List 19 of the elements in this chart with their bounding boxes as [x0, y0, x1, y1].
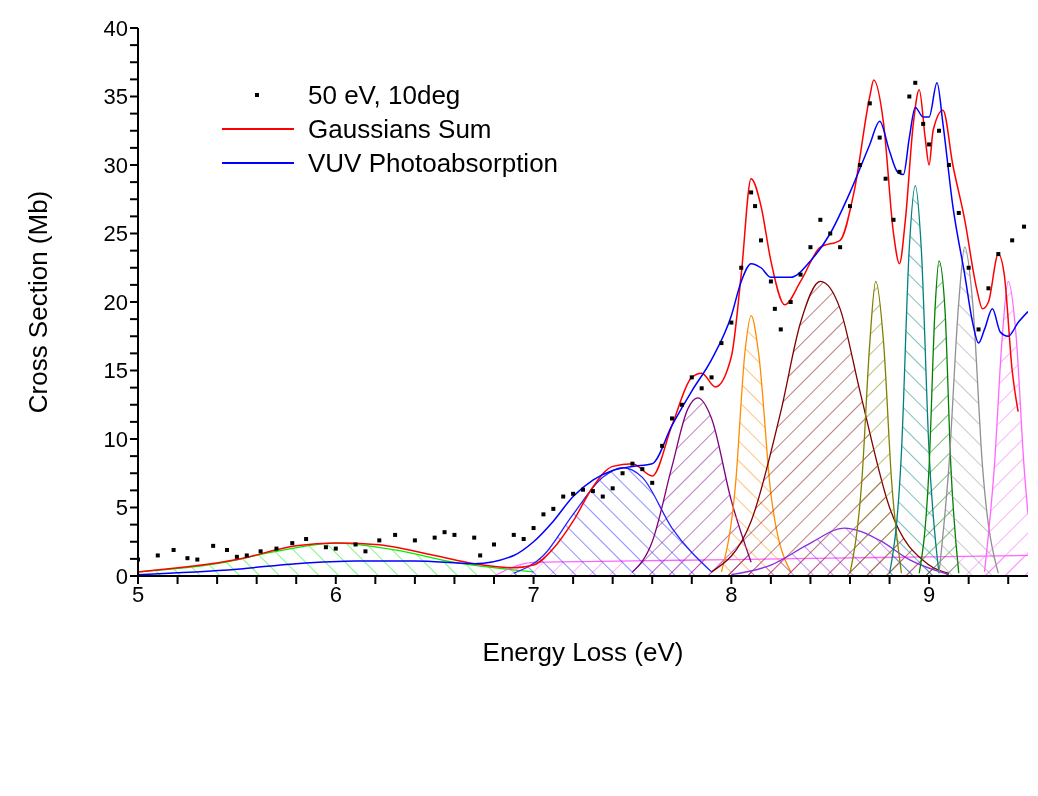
y-tick-label: 20: [103, 289, 128, 315]
x-tick-label: 6: [329, 581, 342, 607]
legend-label: VUV Photoabsorption: [308, 147, 559, 180]
y-axis-title: Cross Section (Mb): [23, 190, 54, 414]
y-tick-label: 0: [115, 563, 128, 589]
legend-label: 50 eV, 10deg: [308, 79, 461, 112]
y-tick-label: 40: [103, 15, 128, 41]
x-tick-label: 7: [527, 581, 540, 607]
y-tick-label: 25: [103, 221, 128, 247]
x-axis-title: Energy Loss (eV): [482, 637, 684, 667]
y-tick-label: 30: [103, 152, 128, 178]
y-tick-label: 35: [103, 84, 128, 110]
y-tick-label: 10: [103, 426, 128, 452]
y-tick-label: 5: [115, 495, 128, 521]
y-tick-label: 15: [103, 358, 128, 384]
x-tick-label: 9: [922, 581, 936, 607]
legend-label: Gaussians Sum: [308, 113, 492, 146]
x-tick-label: 5: [131, 581, 145, 607]
x-tick-label: 8: [725, 581, 738, 607]
